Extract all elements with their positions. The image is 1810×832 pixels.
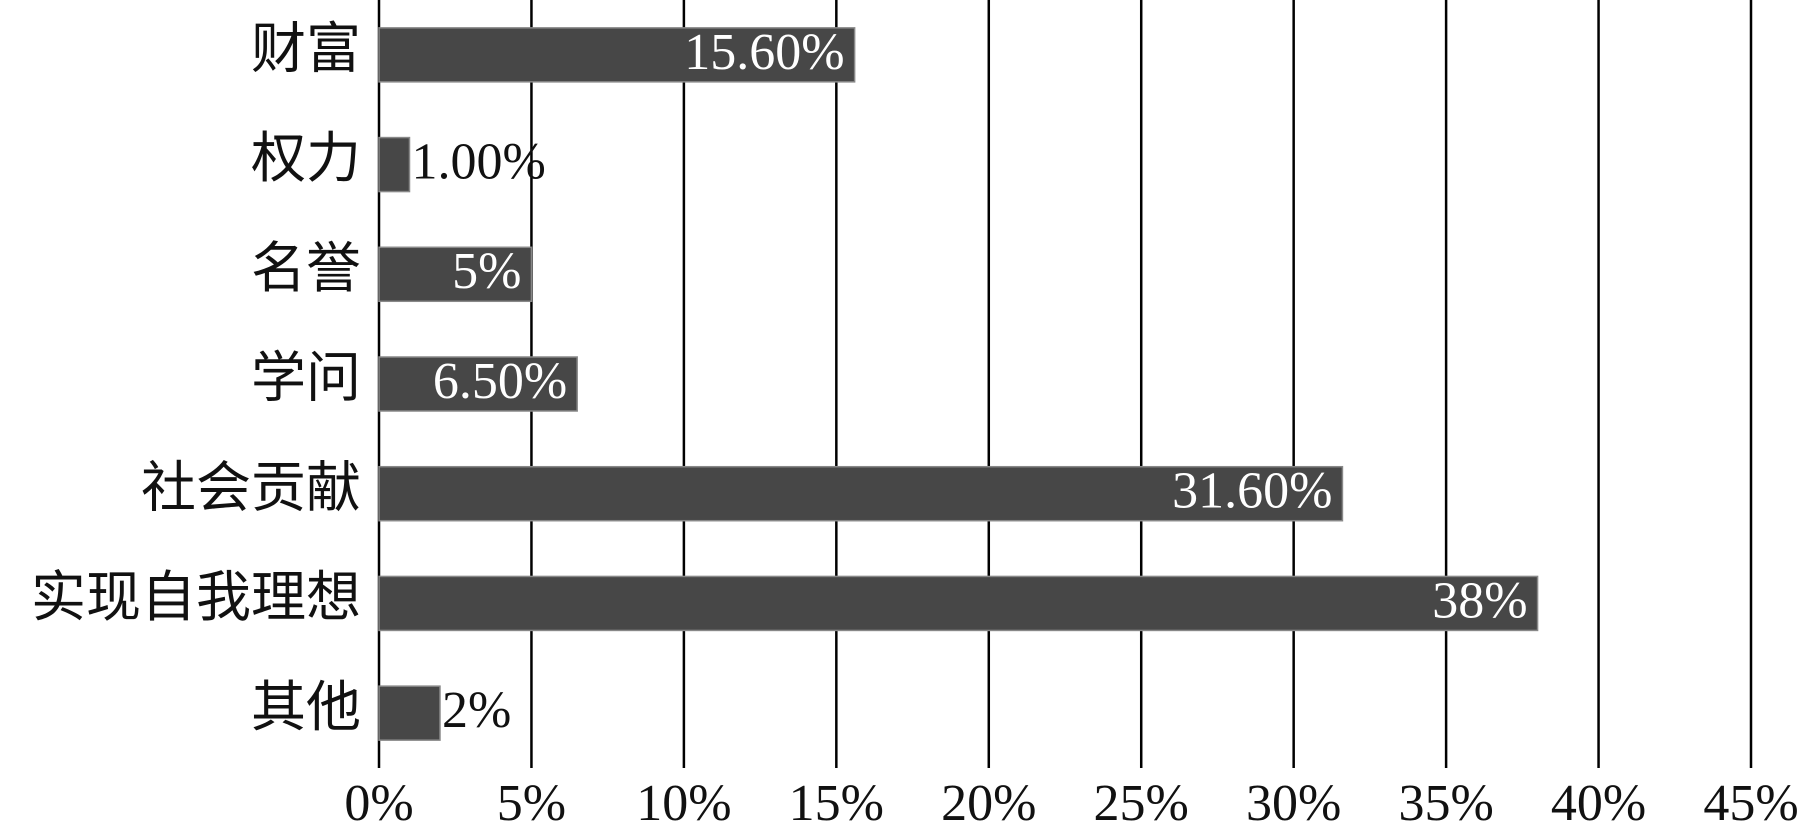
x-tick-label: 20% [941, 775, 1036, 832]
x-tick-label: 35% [1398, 775, 1493, 832]
value-label: 31.60% [1172, 463, 1332, 520]
bar [378, 356, 578, 412]
x-tick-label: 10% [636, 775, 731, 832]
bar [378, 465, 1344, 522]
bar [378, 27, 856, 83]
x-tick-label: 25% [1094, 775, 1189, 832]
x-tick-label: 0% [344, 775, 413, 832]
y-tick-label: 名誉 [251, 238, 361, 299]
y-tick-label: 其他 [251, 677, 361, 738]
bar [378, 136, 411, 193]
x-tick-label: 5% [497, 775, 566, 832]
value-label: 5% [452, 243, 521, 300]
y-tick-label: 实现自我理想 [31, 567, 361, 628]
y-tick-label: 社会贡献 [141, 457, 361, 518]
bar [378, 575, 1539, 632]
value-label: 38% [1432, 572, 1527, 629]
x-tick-label: 40% [1551, 775, 1646, 832]
x-tick-label: 45% [1703, 775, 1798, 832]
bar [378, 685, 441, 741]
value-label: 2% [442, 682, 511, 739]
value-label: 6.50% [433, 353, 567, 410]
y-tick-label: 权力 [251, 128, 361, 189]
value-label: 1.00% [411, 134, 545, 191]
y-tick-label: 财富 [251, 18, 361, 79]
x-tick-label: 15% [789, 775, 884, 832]
y-tick-label: 学问 [251, 348, 361, 409]
value-label: 15.60% [684, 24, 844, 81]
x-tick-label: 30% [1246, 775, 1341, 832]
bar [378, 246, 533, 303]
